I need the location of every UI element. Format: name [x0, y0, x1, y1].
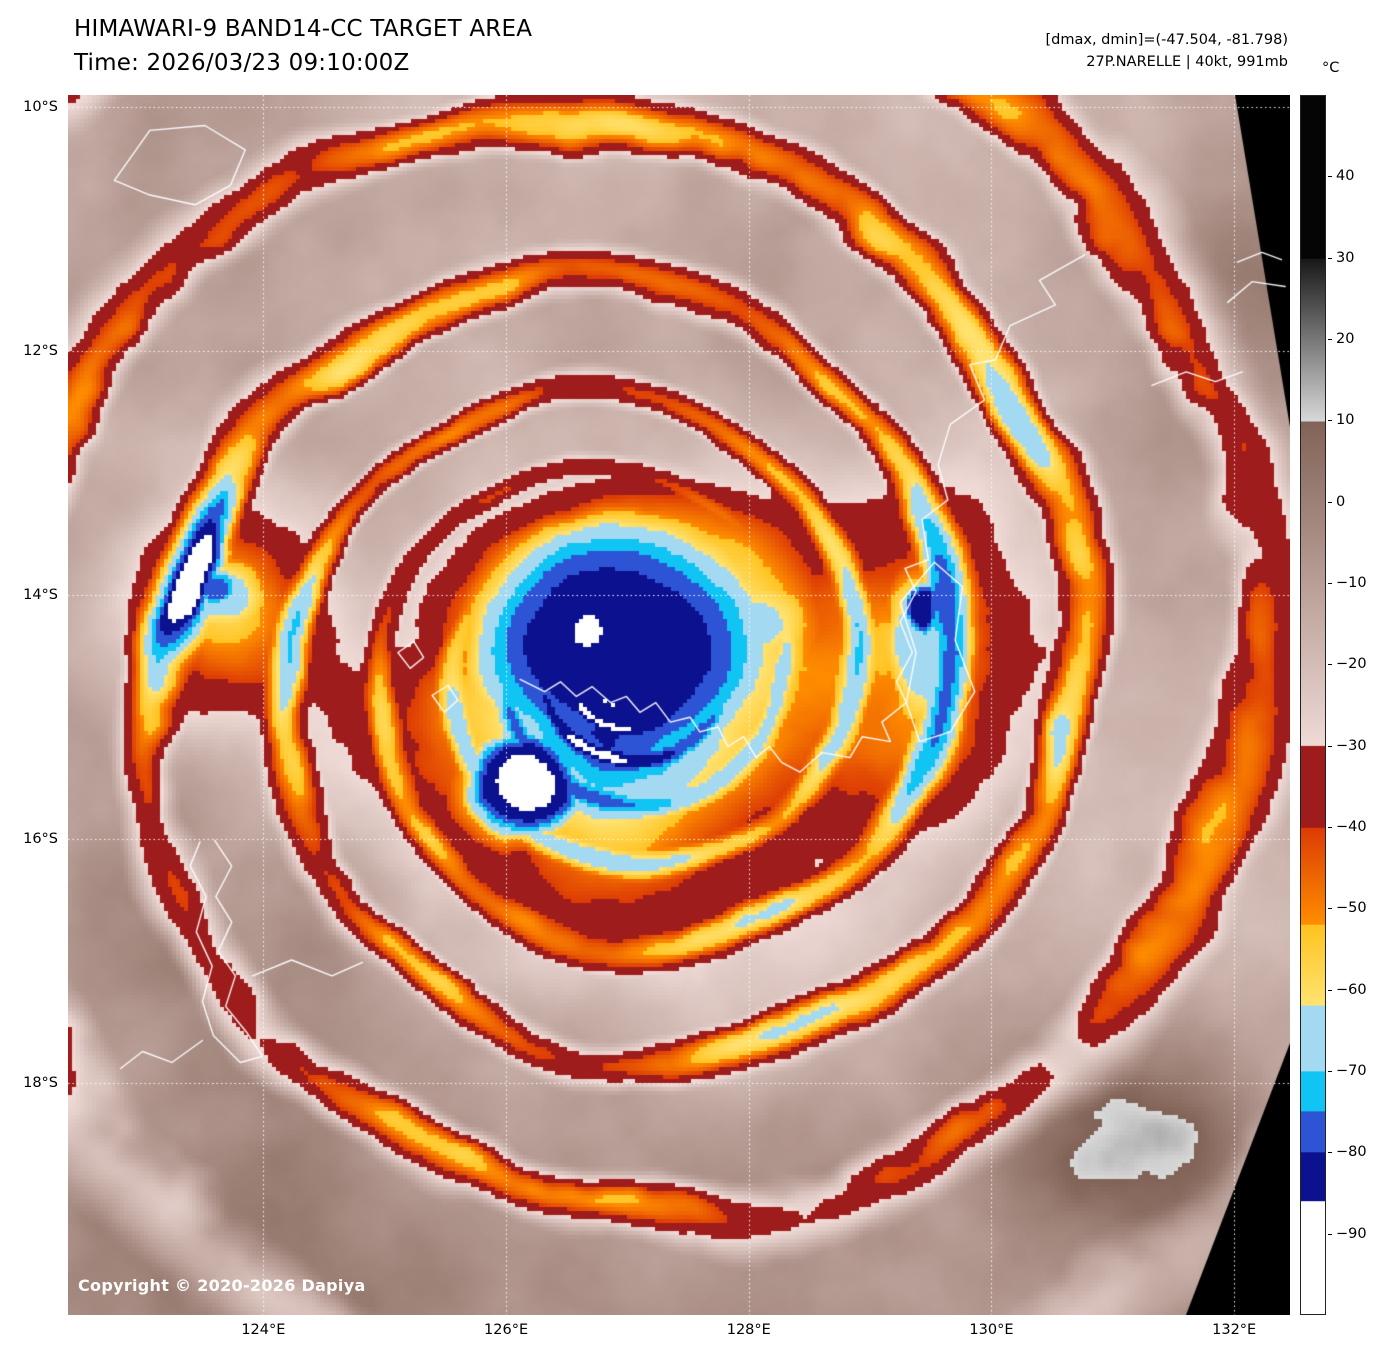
lat-tick-label: 18°S	[23, 1075, 58, 1092]
colorbar-tick-label: 30	[1336, 249, 1355, 266]
colorbar-tick-mark	[1328, 908, 1332, 909]
lon-tick-label: 130°E	[969, 1322, 1014, 1338]
colorbar-gradient	[1300, 95, 1326, 1315]
lat-tick-label: 16°S	[23, 831, 58, 848]
colorbar-tick-label: −40	[1336, 819, 1367, 835]
colorbar-tick-mark	[1328, 502, 1332, 503]
colorbar-tick-label: 20	[1336, 331, 1355, 347]
colorbar-tick-mark	[1328, 583, 1332, 584]
colorbar-tick-mark	[1328, 420, 1332, 421]
colorbar-tick-label: 40	[1336, 168, 1355, 185]
colorbar-tick-mark	[1328, 176, 1332, 177]
colorbar-tick-mark	[1328, 1071, 1332, 1072]
colorbar-tick-label: −90	[1336, 1225, 1367, 1242]
satellite-image	[68, 95, 1290, 1315]
colorbar-tick-label: −60	[1336, 981, 1367, 998]
colorbar-tick-mark	[1328, 258, 1332, 259]
colorbar-tick-label: −10	[1336, 575, 1367, 591]
storm-info-readout: 27P.NARELLE | 40kt, 991mb	[1086, 54, 1288, 70]
colorbar-tick-label: 10	[1336, 412, 1355, 429]
lon-tick-label: 128°E	[726, 1322, 771, 1338]
colorbar-tick-label: −20	[1336, 656, 1367, 673]
colorbar-tick-mark	[1328, 1234, 1332, 1235]
figure-meta: [dmax, dmin]=(-47.504, -81.798) 27P.NARE…	[1046, 29, 1289, 73]
figure-timestamp: Time: 2026/03/23 09:10:00Z	[74, 50, 410, 76]
colorbar-tick-label: −80	[1336, 1144, 1367, 1161]
colorbar-unit-label: °C	[1322, 60, 1340, 76]
lat-tick-label: 14°S	[23, 587, 58, 604]
colorbar-tick-mark	[1328, 339, 1332, 340]
colorbar-tick-label: 0	[1336, 493, 1346, 510]
colorbar-tick-label: −50	[1336, 900, 1367, 917]
satellite-map-panel: Copyright © 2020-2026 Dapiya	[68, 95, 1290, 1315]
colorbar-tick-mark	[1328, 1152, 1332, 1153]
dmax-dmin-readout: [dmax, dmin]=(-47.504, -81.798)	[1045, 32, 1289, 48]
lon-tick-label: 126°E	[484, 1322, 529, 1338]
colorbar-tick-label: −30	[1336, 737, 1367, 754]
colorbar-tick-mark	[1328, 990, 1332, 991]
lat-tick-label: 10°S	[23, 99, 58, 116]
colorbar-tick-mark	[1328, 664, 1332, 665]
colorbar-tick-mark	[1328, 827, 1332, 828]
colorbar-tick-mark	[1328, 746, 1332, 747]
lon-tick-label: 124°E	[241, 1322, 286, 1338]
lon-tick-label: 132°E	[1212, 1322, 1257, 1338]
colorbar-tick-label: −70	[1336, 1063, 1367, 1079]
lat-tick-label: 12°S	[23, 343, 58, 360]
copyright-watermark: Copyright © 2020-2026 Dapiya	[78, 1276, 366, 1295]
figure-title: HIMAWARI-9 BAND14-CC TARGET AREA	[74, 16, 533, 42]
